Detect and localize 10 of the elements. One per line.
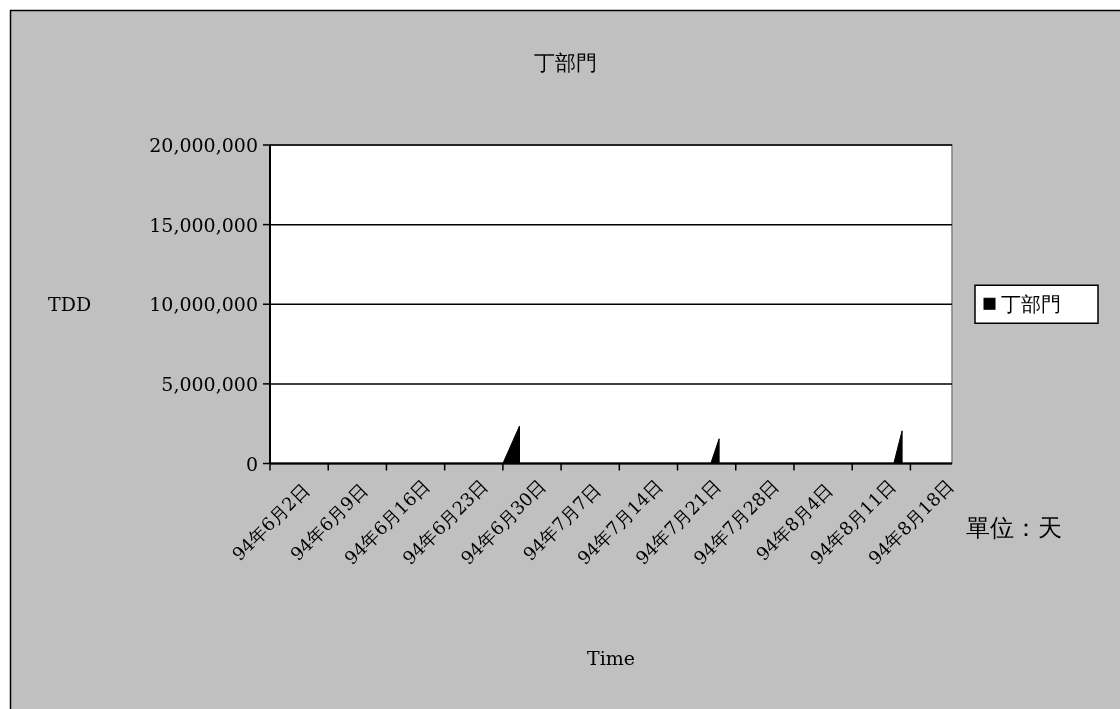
- text: 單位：天: [966, 513, 1062, 542]
- y-tick-label: 5,000,000: [161, 372, 258, 395]
- y-tick-label: 20,000,000: [149, 134, 258, 156]
- y-axis-title: TDD: [48, 293, 92, 316]
- y-tick-label: 0: [245, 452, 258, 475]
- y-tick-label: 10,000,000: [149, 293, 258, 316]
- legend-label: 丁部門: [1001, 292, 1061, 317]
- x-axis-title: Time: [586, 647, 636, 669]
- chart-title: 丁部門: [533, 51, 597, 75]
- y-tick-label: 15,000,000: [149, 213, 258, 236]
